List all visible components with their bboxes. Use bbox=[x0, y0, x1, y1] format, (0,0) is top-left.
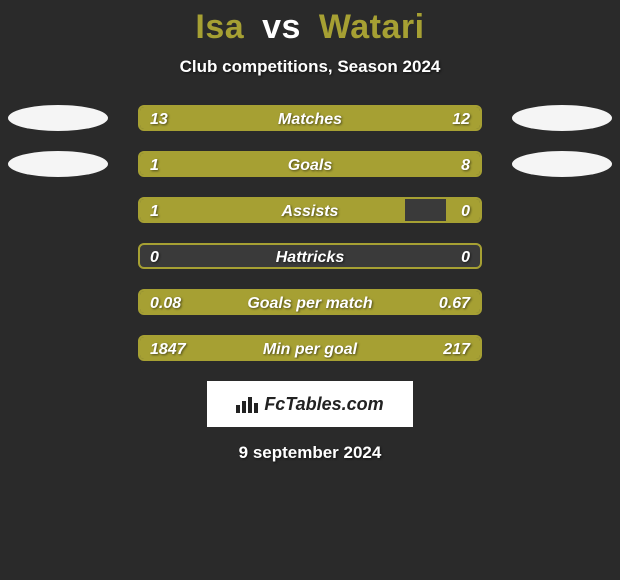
stat-value-right: 12 bbox=[452, 107, 470, 131]
stat-label: Hattricks bbox=[140, 245, 480, 269]
comparison-card: Isa vs Watari Club competitions, Season … bbox=[0, 0, 620, 463]
deco-ellipse-left bbox=[8, 105, 108, 131]
stat-value-right: 0.67 bbox=[439, 291, 470, 315]
stat-bar: 0.08Goals per match0.67 bbox=[138, 289, 482, 315]
stat-bar: 0Hattricks0 bbox=[138, 243, 482, 269]
stat-value-right: 8 bbox=[461, 153, 470, 177]
stat-row: 0Hattricks0 bbox=[0, 243, 620, 269]
stat-value-right: 217 bbox=[443, 337, 470, 361]
stat-label: Goals bbox=[140, 153, 480, 177]
vs-label: vs bbox=[262, 8, 301, 46]
stats-container: 13Matches121Goals81Assists00Hattricks00.… bbox=[0, 105, 620, 361]
stat-value-right: 0 bbox=[461, 199, 470, 223]
stat-label: Assists bbox=[140, 199, 480, 223]
player2-name: Watari bbox=[319, 8, 425, 46]
player1-name: Isa bbox=[195, 8, 244, 46]
brand-badge: FcTables.com bbox=[207, 381, 413, 427]
stat-row: 13Matches12 bbox=[0, 105, 620, 131]
stat-bar: 1847Min per goal217 bbox=[138, 335, 482, 361]
stat-row: 1Assists0 bbox=[0, 197, 620, 223]
page-title: Isa vs Watari bbox=[0, 8, 620, 47]
stat-bar: 1Goals8 bbox=[138, 151, 482, 177]
stat-label: Goals per match bbox=[140, 291, 480, 315]
footer-date: 9 september 2024 bbox=[0, 443, 620, 463]
stat-row: 0.08Goals per match0.67 bbox=[0, 289, 620, 315]
bars-icon bbox=[236, 395, 258, 413]
subtitle: Club competitions, Season 2024 bbox=[0, 57, 620, 77]
stat-value-right: 0 bbox=[461, 245, 470, 269]
stat-bar: 13Matches12 bbox=[138, 105, 482, 131]
deco-ellipse-right bbox=[512, 105, 612, 131]
stat-row: 1847Min per goal217 bbox=[0, 335, 620, 361]
stat-label: Matches bbox=[140, 107, 480, 131]
brand-text: FcTables.com bbox=[264, 394, 383, 415]
deco-ellipse-left bbox=[8, 151, 108, 177]
stat-label: Min per goal bbox=[140, 337, 480, 361]
deco-ellipse-right bbox=[512, 151, 612, 177]
stat-bar: 1Assists0 bbox=[138, 197, 482, 223]
stat-row: 1Goals8 bbox=[0, 151, 620, 177]
